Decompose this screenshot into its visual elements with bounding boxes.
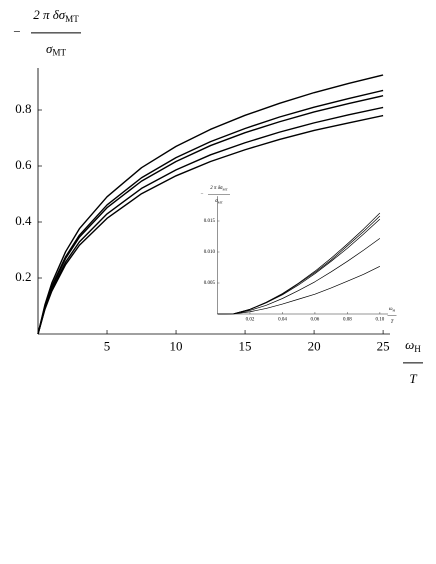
label-numerator: ωH xyxy=(405,337,421,354)
label-denominator: σMT xyxy=(46,41,67,58)
label-text: σ xyxy=(46,41,53,56)
x-tick-label: 5 xyxy=(104,339,111,354)
label-denominator: T xyxy=(391,320,395,325)
label-text: T xyxy=(391,320,395,325)
y-tick-label: 0.010 xyxy=(204,250,216,255)
y-tick-label: 0.8 xyxy=(15,101,31,116)
y-tick-label: 0.4 xyxy=(15,213,32,228)
label-numerator: 2 π δσMT xyxy=(210,186,228,191)
label-prefix: − xyxy=(13,24,20,39)
label-subscript: H xyxy=(414,344,421,354)
label-subscript: MT xyxy=(223,187,229,191)
label-text: ω xyxy=(405,337,414,352)
label-text: 2 π δσ xyxy=(210,186,223,191)
y-tick-label: 0.6 xyxy=(15,157,32,172)
label-subscript: H xyxy=(393,308,396,312)
label-text: T xyxy=(409,371,417,386)
label-denominator: σMT xyxy=(215,199,224,204)
x-tick-label: 20 xyxy=(308,339,321,354)
label-subscript: MT xyxy=(218,200,224,204)
x-tick-label: 0.10 xyxy=(376,317,385,322)
x-tick-label: 0.06 xyxy=(311,317,320,322)
curve xyxy=(217,238,381,315)
x-tick-label: 15 xyxy=(239,339,252,354)
x-tick-label: 0.08 xyxy=(343,317,352,322)
label-text: ω xyxy=(389,307,393,312)
curve xyxy=(37,74,384,335)
x-tick-label: 10 xyxy=(170,339,183,354)
label-numerator: ωH xyxy=(389,307,396,312)
y-tick-label: 0.2 xyxy=(15,269,31,284)
axis-label: ωH T xyxy=(387,307,397,325)
curve xyxy=(217,265,381,315)
curve xyxy=(37,95,384,335)
label-subscript: MT xyxy=(52,48,66,58)
y-tick-label: 0.005 xyxy=(204,281,216,286)
label-prefix: − xyxy=(201,193,204,198)
label-denominator: T xyxy=(409,371,417,386)
curve xyxy=(37,114,384,335)
axis-label: ωH T xyxy=(403,337,423,386)
y-tick-label: 0.015 xyxy=(204,219,216,224)
label-subscript: MT xyxy=(65,14,79,24)
x-tick-label: 25 xyxy=(377,339,390,354)
label-text: σ xyxy=(215,199,218,204)
label-numerator: 2 π δσMT xyxy=(33,7,79,24)
label-text: 2 π δσ xyxy=(33,7,66,22)
curve xyxy=(217,218,381,315)
x-tick-label: 0.04 xyxy=(278,317,287,322)
x-tick-label: 0.02 xyxy=(246,317,255,322)
curve xyxy=(37,106,384,335)
